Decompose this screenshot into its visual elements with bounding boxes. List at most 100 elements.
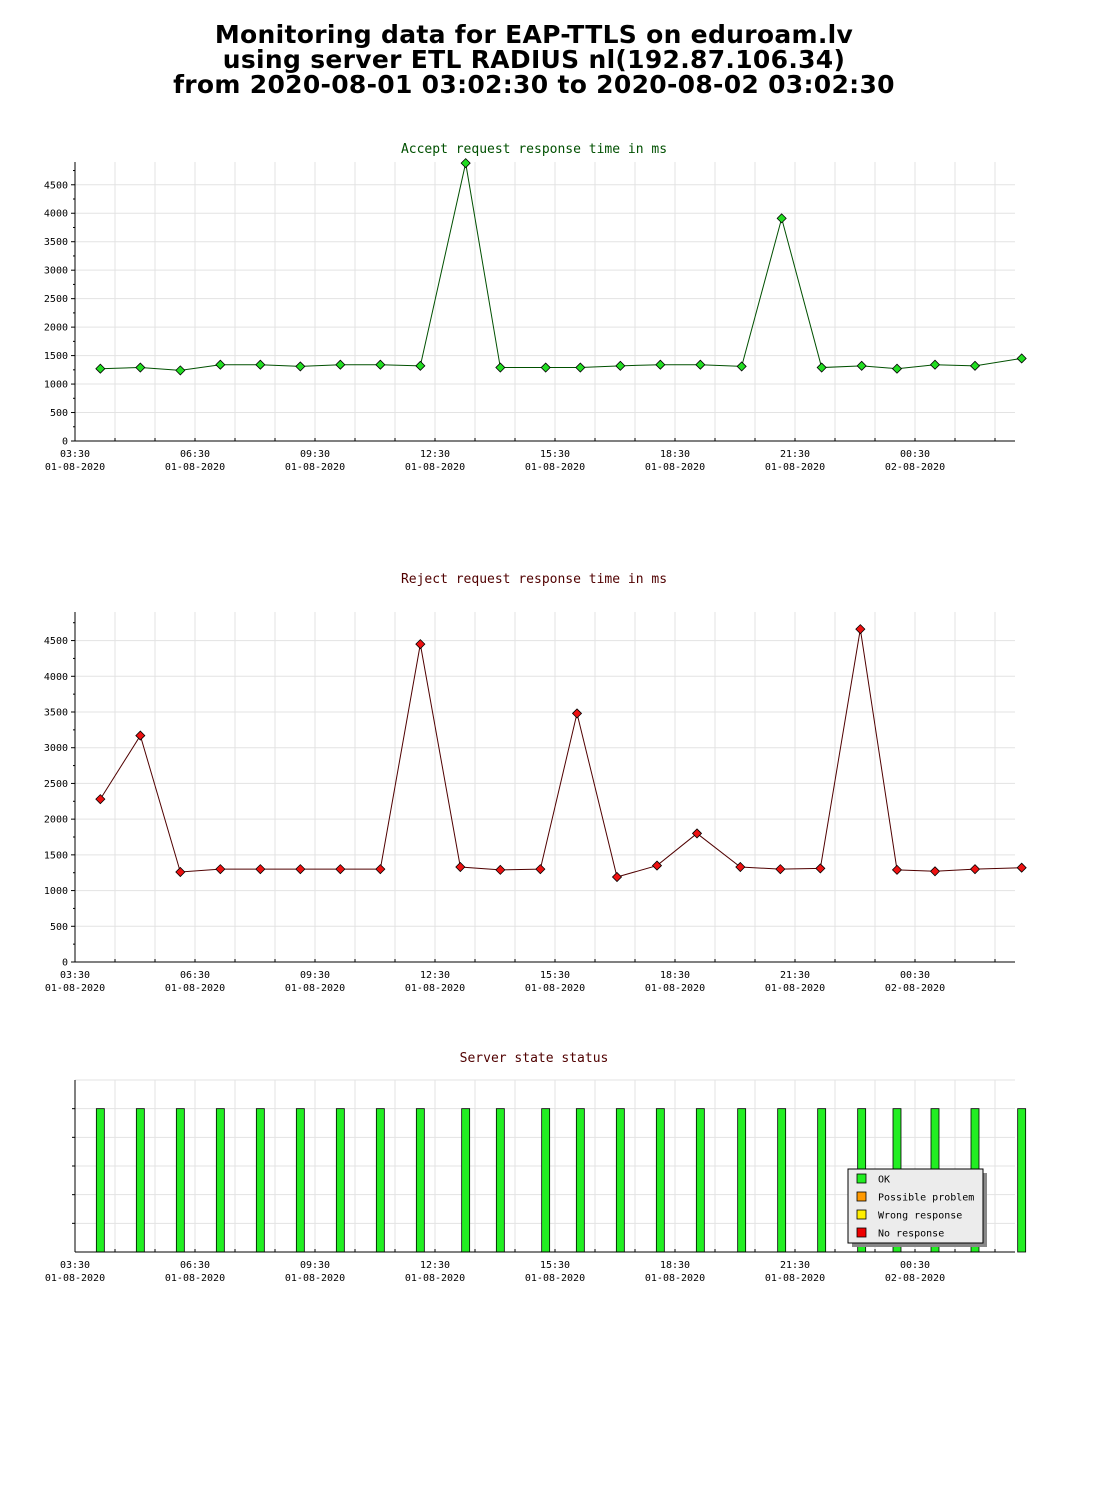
- legend-label: OK: [878, 1175, 890, 1186]
- data-point: [575, 362, 586, 373]
- data-point: [1016, 862, 1027, 873]
- y-tick-label: 3000: [44, 266, 68, 277]
- x-tick-label-date: 01-08-2020: [525, 983, 585, 994]
- status-bar: [817, 1108, 827, 1253]
- x-tick-label-date: 01-08-2020: [525, 462, 585, 473]
- legend-label: Wrong response: [878, 1211, 962, 1222]
- series-line: [100, 163, 1022, 371]
- y-tick-label: 500: [50, 922, 68, 933]
- data-point: [969, 864, 981, 875]
- legend-box: [847, 1168, 984, 1244]
- y-tick-label: 1000: [44, 886, 68, 897]
- status-bar: [495, 1108, 505, 1253]
- x-tick-label-time: 09:30: [300, 970, 330, 981]
- data-point: [615, 360, 626, 371]
- data-point: [929, 866, 941, 877]
- status-bar: [175, 1108, 185, 1253]
- chart-title: Accept request response time in ms: [401, 142, 667, 157]
- data-point: [816, 362, 827, 373]
- data-point: [295, 361, 306, 372]
- x-tick-label-time: 06:30: [180, 449, 210, 460]
- x-tick-label-date: 01-08-2020: [765, 462, 825, 473]
- status-bar: [655, 1108, 665, 1253]
- data-point: [735, 861, 746, 873]
- x-tick-label-time: 18:30: [660, 970, 690, 981]
- y-tick-label: 2500: [44, 294, 68, 305]
- x-tick-label-date: 01-08-2020: [165, 983, 225, 994]
- legend-label: Possible problem: [878, 1193, 974, 1204]
- y-tick-label: 1500: [44, 850, 68, 861]
- data-point: [175, 365, 186, 376]
- x-tick-label-date: 01-08-2020: [645, 1273, 705, 1284]
- x-tick-label-date: 02-08-2020: [885, 462, 945, 473]
- y-tick-label: 0: [62, 958, 68, 969]
- legend-swatch: [856, 1173, 867, 1184]
- data-point: [135, 362, 146, 373]
- data-point: [335, 359, 346, 370]
- x-tick-label-time: 03:30: [60, 1260, 90, 1271]
- data-point: [175, 866, 186, 878]
- data-point: [135, 730, 146, 741]
- data-point: [775, 864, 786, 875]
- chart-1: Accept request response time in ms 0 500 10…: [44, 142, 1027, 473]
- data-point: [891, 864, 903, 875]
- status-bar: [335, 1108, 345, 1253]
- status-bar: [777, 1108, 787, 1253]
- data-point: [415, 360, 426, 371]
- y-tick-label: 4500: [44, 180, 68, 191]
- status-bar: [215, 1108, 225, 1253]
- data-point: [1016, 353, 1027, 364]
- status-bar: [575, 1108, 585, 1253]
- x-tick-label-time: 00:30: [900, 1260, 930, 1271]
- chart-title: Server state status: [460, 1051, 609, 1066]
- y-tick-label: 2500: [44, 779, 68, 790]
- y-tick-label: 2000: [44, 815, 68, 826]
- x-tick-label-date: 01-08-2020: [405, 462, 465, 473]
- header-line-1: Monitoring data for EAP-TTLS on eduroam.…: [214, 20, 854, 49]
- x-tick-label-date: 01-08-2020: [45, 462, 105, 473]
- data-point: [695, 359, 706, 370]
- x-tick-label-time: 06:30: [180, 1260, 210, 1271]
- y-tick-label: 4500: [44, 636, 68, 647]
- x-tick-label-time: 03:30: [60, 970, 90, 981]
- x-tick-label-time: 00:30: [900, 970, 930, 981]
- x-tick-label-time: 15:30: [540, 1260, 570, 1271]
- status-bar: [135, 1108, 145, 1253]
- data-point: [495, 864, 506, 875]
- x-tick-label-time: 21:30: [780, 970, 810, 981]
- x-tick-label-time: 12:30: [420, 449, 450, 460]
- status-bar: [461, 1108, 471, 1253]
- status-bar: [695, 1108, 705, 1253]
- x-tick-label-date: 02-08-2020: [885, 1273, 945, 1284]
- x-tick-label-date: 01-08-2020: [45, 1273, 105, 1284]
- data-point: [856, 360, 867, 371]
- x-tick-label-date: 01-08-2020: [285, 1273, 345, 1284]
- data-point: [95, 794, 106, 805]
- data-point: [415, 639, 426, 650]
- status-bar: [255, 1108, 265, 1253]
- x-tick-label-time: 03:30: [60, 449, 90, 460]
- header-line-2: using server ETL RADIUS nl(192.87.106.34…: [222, 45, 846, 74]
- data-point: [611, 871, 623, 883]
- y-tick-label: 0: [62, 437, 68, 448]
- x-tick-label-date: 01-08-2020: [405, 1273, 465, 1284]
- x-tick-label-time: 09:30: [300, 1260, 330, 1271]
- x-tick-label-time: 09:30: [300, 449, 330, 460]
- status-bar: [95, 1108, 105, 1253]
- x-tick-label-date: 01-08-2020: [405, 983, 465, 994]
- data-point: [535, 864, 546, 875]
- x-tick-label-time: 06:30: [180, 970, 210, 981]
- status-bar: [375, 1108, 385, 1253]
- x-tick-label-date: 01-08-2020: [165, 462, 225, 473]
- data-point: [815, 863, 826, 874]
- x-tick-label-time: 18:30: [660, 1260, 690, 1271]
- data-point: [255, 864, 266, 875]
- data-point: [215, 864, 226, 875]
- chart-2: Reject request response time in ms 0 500 10…: [44, 572, 1027, 994]
- x-tick-label-time: 15:30: [540, 449, 570, 460]
- data-point: [335, 864, 346, 875]
- header-line-3: from 2020-08-01 03:02:30 to 2020-08-02 0…: [173, 70, 895, 99]
- data-point: [255, 359, 266, 370]
- x-tick-label-date: 01-08-2020: [765, 1273, 825, 1284]
